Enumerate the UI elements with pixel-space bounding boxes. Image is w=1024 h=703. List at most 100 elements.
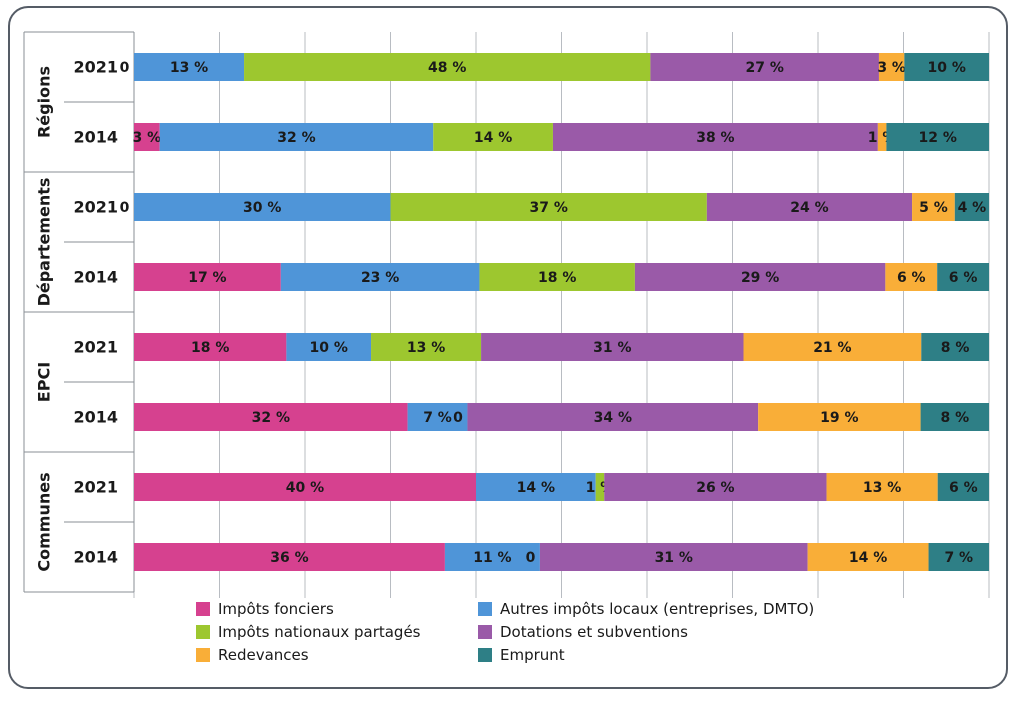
data-label: 7 %: [944, 550, 973, 566]
data-label: 37 %: [529, 200, 567, 216]
bar-segment: [134, 123, 160, 151]
data-label: 26 %: [696, 480, 734, 496]
bar-segment: [134, 403, 408, 431]
legend-item-dotations: Dotations et subventions: [478, 623, 688, 641]
bar-segment: [634, 263, 886, 291]
bar-segment: [885, 263, 938, 291]
legend-item-redevances: Redevances: [196, 646, 309, 664]
data-label: 21 %: [813, 340, 851, 356]
data-label: 13 %: [170, 60, 208, 76]
data-label: 40 %: [286, 480, 324, 496]
data-label: 36 %: [270, 550, 308, 566]
data-label: 18 %: [191, 340, 229, 356]
group-label: Régions: [35, 66, 54, 138]
year-label: 2014: [73, 548, 118, 567]
bar-segment: [280, 263, 480, 291]
bar-segment: [433, 123, 553, 151]
bar-segment: [467, 403, 759, 431]
data-label: 18 %: [538, 270, 576, 286]
year-label: 2014: [73, 268, 118, 287]
data-label: 31 %: [593, 340, 631, 356]
bar-segment: [877, 123, 887, 151]
year-label: 2021: [73, 198, 118, 217]
legend-item-impots-fonciers: Impôts fonciers: [196, 600, 334, 618]
legend-item-emprunt: Emprunt: [478, 646, 565, 664]
bar-segment: [937, 263, 989, 291]
legend: Impôts fonciers Autres impôts locaux (en…: [190, 598, 890, 678]
data-label: 6 %: [949, 270, 978, 286]
bar-segment: [286, 333, 372, 361]
data-label: 31 %: [655, 550, 693, 566]
data-label: 23 %: [361, 270, 399, 286]
legend-label: Impôts nationaux partagés: [218, 623, 421, 641]
legend-swatch: [196, 625, 210, 639]
data-label: 10 %: [927, 60, 965, 76]
bar-segment: [134, 193, 391, 221]
bar-segment: [904, 53, 989, 81]
data-label: 30 %: [243, 200, 281, 216]
group-label: EPCI: [35, 362, 54, 402]
year-label: 2021: [73, 338, 118, 357]
year-label: 2021: [73, 478, 118, 497]
year-label: 2014: [73, 128, 118, 147]
data-label: 10 %: [310, 340, 348, 356]
data-label: 3 %: [132, 130, 161, 146]
bar-segment: [758, 403, 921, 431]
bar-segment: [134, 333, 287, 361]
data-label: 48 %: [428, 60, 466, 76]
data-label: 14 %: [849, 550, 887, 566]
bar-segment: [826, 473, 938, 501]
data-label: 6 %: [949, 480, 978, 496]
data-label: 13 %: [863, 480, 901, 496]
data-label: 14 %: [474, 130, 512, 146]
legend-swatch: [196, 648, 210, 662]
data-label: 34 %: [594, 410, 632, 426]
legend-item-impots-nationaux: Impôts nationaux partagés: [196, 623, 421, 641]
legend-label: Dotations et subventions: [500, 623, 688, 641]
bar-segment: [244, 53, 651, 81]
bar-segment: [928, 543, 989, 571]
bar-segment: [481, 333, 744, 361]
data-label: 8 %: [940, 410, 969, 426]
legend-label: Impôts fonciers: [218, 600, 334, 618]
legend-item-autres-impots-locaux: Autres impôts locaux (entreprises, DMTO): [478, 600, 814, 618]
bar-segment: [706, 193, 913, 221]
bar-segment: [886, 123, 989, 151]
legend-label: Emprunt: [500, 646, 565, 664]
data-label: 6 %: [897, 270, 926, 286]
data-label: 12 %: [919, 130, 957, 146]
data-label: 11 %: [473, 550, 511, 566]
bar-segment: [878, 53, 905, 81]
bar-segment: [604, 473, 827, 501]
legend-swatch: [478, 625, 492, 639]
bar-segment: [134, 53, 245, 81]
bar-segment: [134, 543, 445, 571]
bar-segment: [479, 263, 635, 291]
bar-segment: [920, 403, 989, 431]
bar-segment: [539, 543, 808, 571]
bar-segment: [650, 53, 879, 81]
legend-swatch: [478, 602, 492, 616]
bar-segment: [134, 473, 476, 501]
data-label: 7 %: [423, 410, 452, 426]
data-label: 38 %: [696, 130, 734, 146]
bar-segment: [807, 543, 929, 571]
data-label: 5 %: [919, 200, 948, 216]
bar-segment: [476, 473, 596, 501]
data-label: 19 %: [820, 410, 858, 426]
group-label: Départements: [35, 178, 54, 307]
bar-segment: [743, 333, 922, 361]
year-label: 2021: [73, 58, 118, 77]
data-label: 17 %: [188, 270, 226, 286]
data-label: 14 %: [517, 480, 555, 496]
legend-label: Redevances: [218, 646, 309, 664]
data-label: 3 %: [877, 60, 906, 76]
year-label: 2014: [73, 408, 118, 427]
data-label: 29 %: [741, 270, 779, 286]
legend-swatch: [196, 602, 210, 616]
bar-segment: [371, 333, 482, 361]
bar-segment: [595, 473, 605, 501]
data-label: 8 %: [941, 340, 970, 356]
bar-segment: [912, 193, 955, 221]
